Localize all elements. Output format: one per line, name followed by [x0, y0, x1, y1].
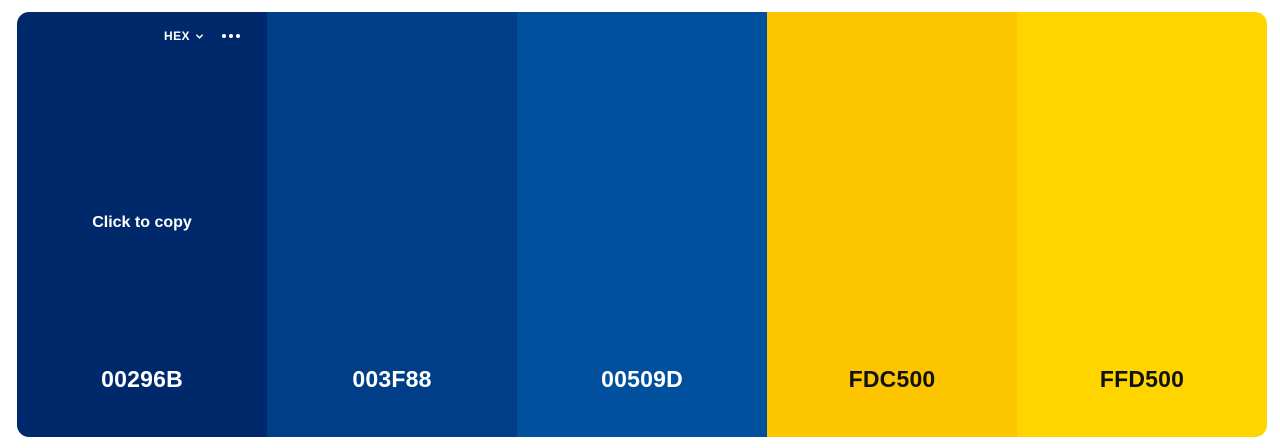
swatch-code[interactable]: 003F88: [352, 366, 432, 392]
swatch-3[interactable]: 00509D: [517, 12, 767, 437]
swatch-code[interactable]: FDC500: [848, 366, 936, 392]
swatch-5[interactable]: FFD500: [1017, 12, 1267, 437]
swatch-2[interactable]: 003F88: [267, 12, 517, 437]
swatch-code[interactable]: FFD500: [1099, 366, 1185, 392]
format-label: HEX: [164, 29, 190, 43]
more-horizontal-icon: [221, 34, 226, 38]
swatch-code[interactable]: 00509D: [601, 366, 683, 392]
more-options-button[interactable]: [221, 30, 240, 42]
swatch-toolbar: HEX: [164, 29, 240, 43]
format-select[interactable]: HEX: [164, 29, 204, 43]
chevron-down-icon: [195, 33, 203, 39]
swatch-1[interactable]: HEX Click to copy 00296B: [17, 12, 267, 437]
click-to-copy-hint: Click to copy: [92, 214, 192, 231]
swatch-4[interactable]: FDC500: [767, 12, 1017, 437]
color-palette: HEX Click to copy 00296B 003F88 00509D F…: [17, 12, 1267, 437]
swatch-code[interactable]: 00296B: [101, 366, 183, 392]
